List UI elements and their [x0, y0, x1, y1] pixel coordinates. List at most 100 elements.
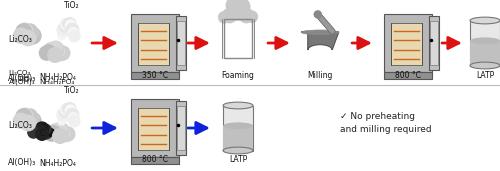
Bar [176, 106, 185, 150]
Circle shape [62, 104, 72, 113]
Bar [384, 72, 432, 79]
Bar [430, 21, 438, 65]
Circle shape [49, 124, 62, 137]
Circle shape [18, 23, 33, 38]
Bar [224, 18, 252, 57]
Ellipse shape [470, 37, 500, 44]
Polygon shape [302, 32, 339, 50]
Circle shape [314, 11, 322, 18]
Circle shape [30, 28, 39, 37]
Circle shape [28, 112, 37, 121]
Circle shape [40, 125, 47, 133]
Circle shape [42, 124, 51, 134]
Circle shape [58, 32, 66, 40]
Circle shape [44, 127, 59, 141]
Circle shape [36, 124, 46, 133]
Ellipse shape [470, 62, 500, 69]
Circle shape [42, 128, 49, 135]
Circle shape [48, 42, 62, 56]
Circle shape [246, 11, 258, 23]
Circle shape [50, 43, 62, 55]
Ellipse shape [302, 30, 339, 35]
Circle shape [24, 24, 37, 37]
Circle shape [54, 122, 68, 137]
Circle shape [66, 23, 79, 36]
Circle shape [29, 34, 38, 42]
Circle shape [230, 0, 246, 9]
Circle shape [42, 129, 51, 139]
Circle shape [14, 113, 28, 128]
Circle shape [54, 126, 62, 134]
Circle shape [34, 125, 43, 133]
Bar [132, 14, 178, 72]
Circle shape [48, 46, 57, 55]
Circle shape [48, 41, 64, 56]
Circle shape [53, 122, 67, 136]
Circle shape [234, 0, 246, 5]
Text: Milling: Milling [308, 70, 332, 80]
Bar [132, 99, 178, 157]
Circle shape [61, 106, 70, 115]
Text: Al(OH)₃: Al(OH)₃ [8, 159, 36, 168]
Circle shape [60, 18, 72, 30]
Circle shape [52, 129, 68, 143]
Circle shape [16, 24, 32, 39]
Circle shape [24, 111, 32, 120]
Circle shape [36, 122, 49, 135]
Ellipse shape [223, 102, 253, 109]
Circle shape [18, 27, 32, 41]
Circle shape [64, 103, 76, 115]
Circle shape [64, 104, 72, 112]
Circle shape [36, 128, 49, 140]
Circle shape [42, 45, 56, 58]
Circle shape [234, 0, 250, 15]
Circle shape [52, 44, 63, 56]
Circle shape [58, 28, 68, 38]
Circle shape [16, 109, 32, 124]
Circle shape [66, 105, 76, 116]
Bar [223, 106, 253, 150]
Bar [176, 16, 186, 70]
Circle shape [226, 0, 242, 13]
Text: C: C [40, 128, 44, 137]
Circle shape [66, 108, 79, 121]
Circle shape [44, 43, 58, 56]
Circle shape [58, 113, 68, 123]
Circle shape [32, 124, 46, 138]
Circle shape [24, 28, 41, 44]
Circle shape [54, 127, 62, 136]
Text: Li₂CO₃: Li₂CO₃ [8, 70, 30, 76]
Circle shape [34, 125, 44, 135]
Text: NH₄H₂PO₄: NH₄H₂PO₄ [40, 159, 76, 168]
Bar [138, 23, 169, 65]
Circle shape [60, 22, 70, 32]
Text: 800 °C: 800 °C [142, 155, 168, 165]
Bar [470, 41, 500, 65]
Circle shape [24, 26, 32, 35]
Text: Foaming: Foaming [222, 70, 254, 80]
Circle shape [61, 21, 70, 30]
Circle shape [229, 2, 247, 20]
Bar [470, 21, 500, 65]
Text: 350 °C: 350 °C [142, 70, 168, 80]
Text: NH₄H₂PO₄: NH₄H₂PO₄ [40, 74, 76, 82]
Circle shape [55, 47, 65, 57]
Text: TiO₂: TiO₂ [64, 86, 80, 95]
Bar [428, 16, 439, 70]
Bar [384, 14, 432, 72]
Circle shape [60, 127, 75, 141]
Text: Al(OH)₃: Al(OH)₃ [8, 79, 36, 85]
Circle shape [66, 20, 76, 31]
Circle shape [50, 45, 58, 53]
Ellipse shape [470, 17, 500, 24]
Circle shape [64, 19, 73, 27]
Circle shape [30, 30, 38, 38]
Circle shape [29, 119, 38, 127]
Circle shape [58, 117, 66, 125]
Text: ✓ No preheating
and milling required: ✓ No preheating and milling required [340, 112, 432, 134]
Circle shape [18, 108, 33, 123]
Circle shape [46, 129, 54, 136]
Circle shape [18, 112, 32, 126]
Bar [176, 101, 186, 155]
Circle shape [60, 127, 70, 137]
